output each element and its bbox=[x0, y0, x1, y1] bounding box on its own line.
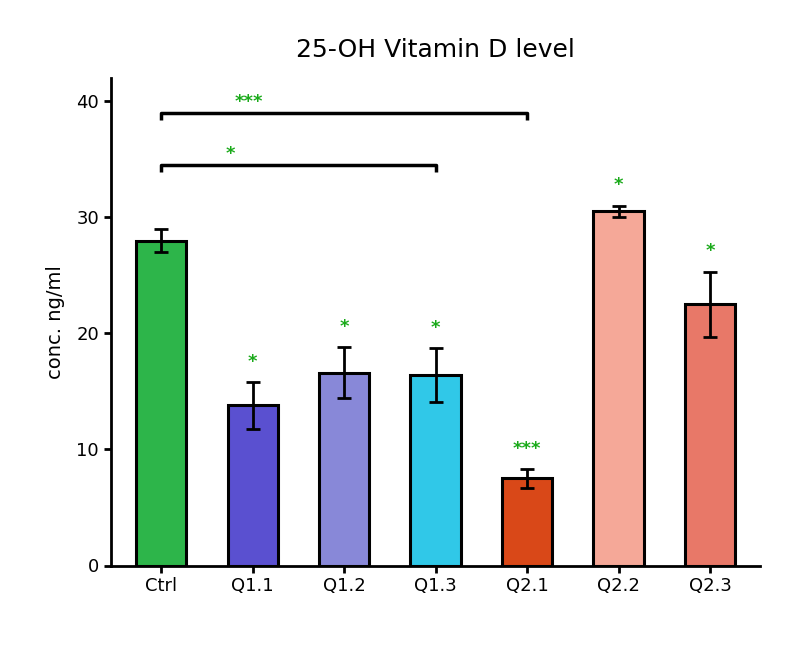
Text: *: * bbox=[705, 242, 714, 260]
Y-axis label: conc. ng/ml: conc. ng/ml bbox=[46, 265, 65, 379]
Text: ***: *** bbox=[513, 439, 541, 458]
Title: 25-OH Vitamin D level: 25-OH Vitamin D level bbox=[296, 38, 575, 62]
Text: *: * bbox=[431, 319, 440, 337]
Bar bbox=[685, 304, 735, 566]
Bar bbox=[410, 375, 461, 566]
Text: ***: *** bbox=[234, 93, 263, 111]
Text: *: * bbox=[225, 146, 234, 163]
Bar bbox=[593, 211, 644, 566]
Text: *: * bbox=[340, 318, 349, 335]
Bar bbox=[227, 406, 278, 566]
Text: *: * bbox=[248, 352, 257, 370]
Text: *: * bbox=[614, 176, 623, 194]
Bar bbox=[502, 478, 552, 566]
Bar bbox=[136, 240, 186, 566]
Bar bbox=[319, 373, 369, 566]
